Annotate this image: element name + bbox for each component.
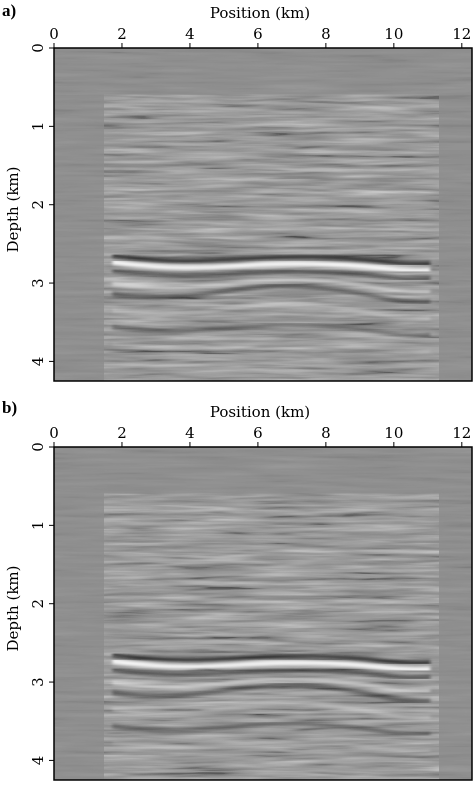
- reflector: [112, 722, 431, 736]
- reflector: [112, 658, 431, 672]
- y-tick-label: 0: [29, 43, 47, 53]
- reflector: [112, 683, 431, 703]
- reflector: [112, 677, 431, 693]
- panel-label: a): [2, 1, 16, 20]
- y-axis-label: Depth (km): [4, 167, 22, 253]
- seismic-image: [54, 447, 472, 780]
- x-tick-label: 10: [384, 424, 403, 442]
- reflector: [112, 740, 431, 753]
- reflector: [112, 259, 431, 273]
- x-axis-label: Position (km): [210, 403, 310, 421]
- faint-texture: [54, 48, 472, 381]
- plot-frame: [53, 446, 473, 781]
- x-tick-label: 12: [452, 424, 471, 442]
- x-tick-label: 4: [185, 25, 195, 43]
- x-tick-label: 12: [452, 25, 471, 43]
- reflector: [112, 302, 431, 321]
- reflector: [112, 268, 431, 281]
- reflector: [112, 701, 431, 720]
- y-tick-label: 4: [29, 357, 47, 367]
- x-tick-label: 2: [117, 424, 127, 442]
- panel-label: b): [2, 398, 17, 417]
- x-tick-label: 6: [253, 424, 263, 442]
- x-axis-label: Position (km): [210, 4, 310, 22]
- y-tick-label: 1: [29, 122, 47, 132]
- y-tick-label: 3: [29, 278, 47, 288]
- y-tick-label: 3: [29, 677, 47, 687]
- reflector: [112, 284, 431, 304]
- y-tick-label: 2: [29, 200, 47, 210]
- reflector: [112, 323, 431, 337]
- x-tick-label: 2: [117, 25, 127, 43]
- x-tick-label: 4: [185, 424, 195, 442]
- x-tick-label: 6: [253, 25, 263, 43]
- x-tick-label: 10: [384, 25, 403, 43]
- reflector: [112, 667, 431, 680]
- plot-frame: [53, 47, 473, 382]
- y-tick-label: 1: [29, 521, 47, 531]
- x-tick-label: 0: [49, 25, 59, 43]
- y-tick-label: 2: [29, 599, 47, 609]
- reflector: [112, 341, 431, 354]
- x-tick-label: 8: [321, 424, 331, 442]
- faint-texture: [54, 447, 472, 780]
- y-axis-label: Depth (km): [4, 566, 22, 652]
- seismic-image: [54, 48, 472, 381]
- x-tick-label: 8: [321, 25, 331, 43]
- reflector: [112, 253, 431, 266]
- y-tick-label: 0: [29, 442, 47, 452]
- x-tick-label: 0: [49, 424, 59, 442]
- reflector: [112, 278, 431, 294]
- reflector: [112, 652, 431, 665]
- y-tick-label: 4: [29, 756, 47, 766]
